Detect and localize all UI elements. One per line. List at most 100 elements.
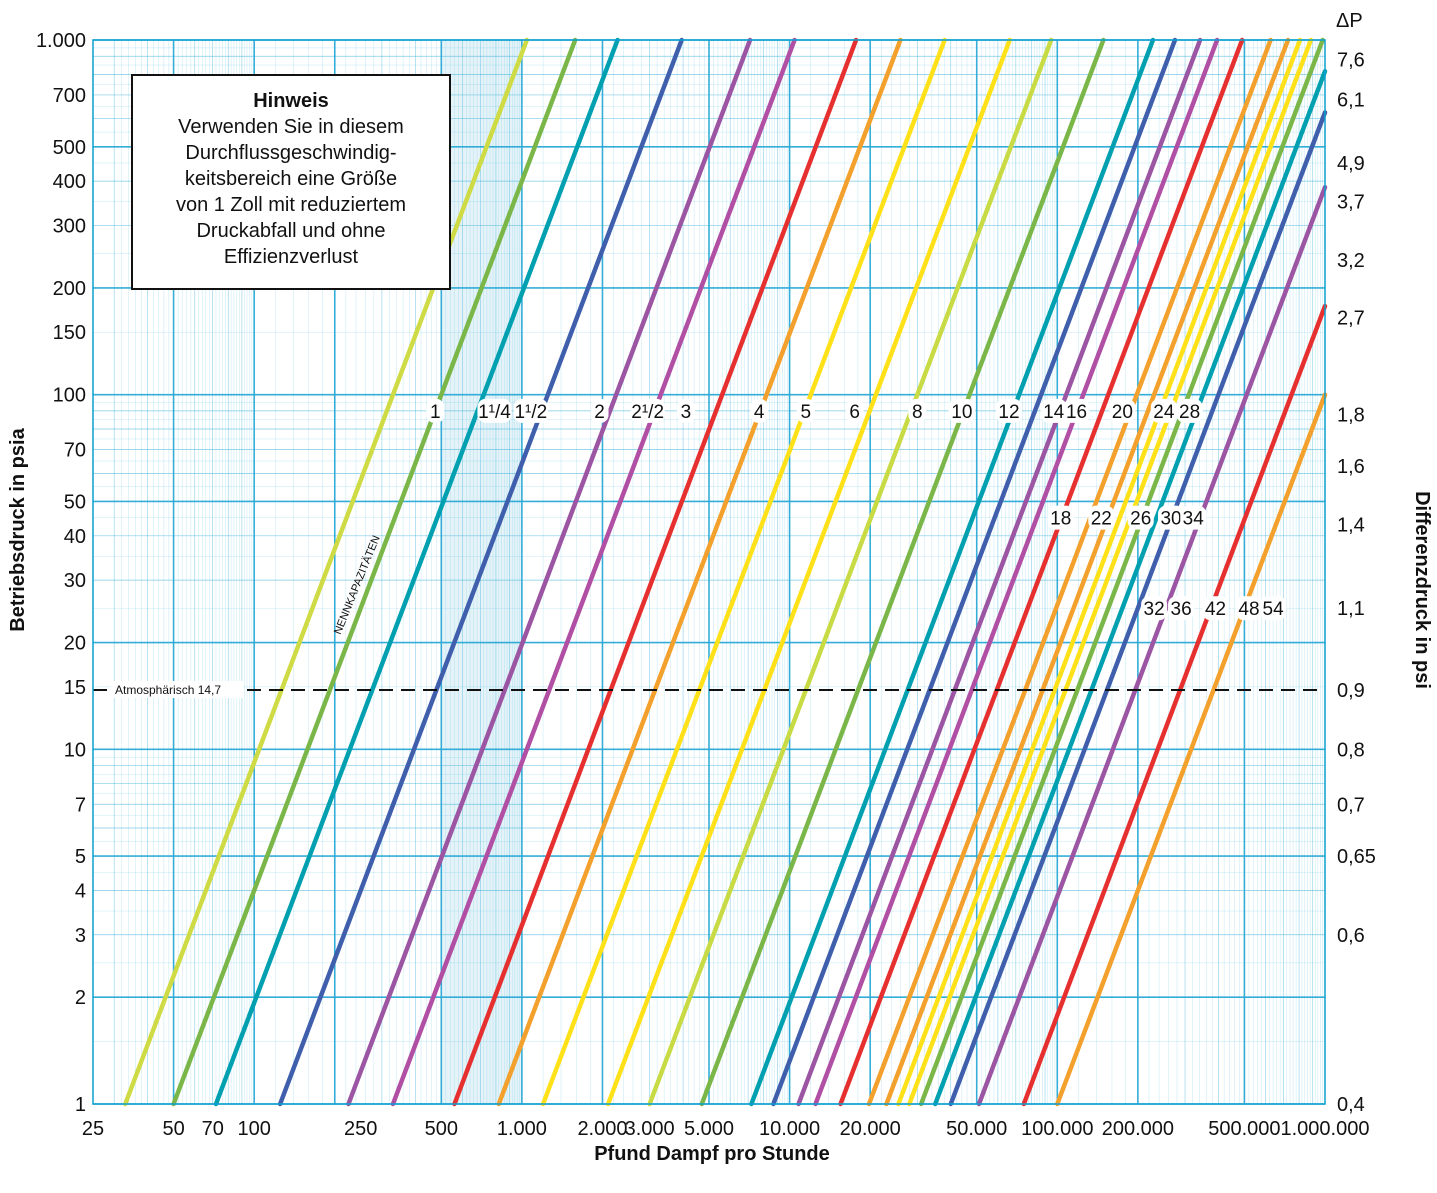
x-tick-label: 25	[82, 1118, 104, 1140]
y-tick-label: 1	[75, 1094, 86, 1116]
size-label-bg	[1260, 596, 1287, 621]
size-label-bg	[1063, 398, 1090, 423]
y2-tick-label: 0,6	[1337, 925, 1365, 947]
y2-tick-label: 3,7	[1337, 192, 1365, 214]
x-tick-label: 200.000	[1102, 1118, 1174, 1140]
note-line: keitsbereich eine Größe	[184, 168, 398, 190]
size-label: 2	[594, 402, 605, 423]
curve-size-42	[976, 184, 1328, 1107]
x-tick-label: 10.000	[759, 1118, 820, 1140]
note-line: Verwenden Sie in diesem	[178, 116, 404, 138]
curve-size-48	[1021, 303, 1328, 1107]
y-tick-label: 150	[53, 322, 86, 344]
curve-size-11/2	[213, 37, 620, 1107]
y2-tick-label: 4,9	[1337, 153, 1365, 175]
size-label-bg	[477, 398, 512, 423]
y-tick-label: 40	[64, 526, 86, 548]
size-label: 28	[1179, 402, 1200, 423]
x-tick-label: 1.000	[497, 1118, 547, 1140]
size-label-bg	[1127, 505, 1154, 530]
size-label-bg	[1235, 596, 1262, 621]
size-label: 16	[1066, 402, 1087, 423]
y-tick-label: 500	[53, 137, 86, 159]
size-label-bg	[630, 398, 665, 423]
size-label-bg	[1047, 505, 1074, 530]
x-tick-label: 50	[162, 1118, 184, 1140]
y-tick-label: 20	[64, 633, 86, 655]
curve-size-18	[796, 37, 1203, 1107]
size-label: 2¹/2	[631, 402, 664, 423]
x-tick-label: 500	[425, 1118, 458, 1140]
size-label: 1¹/2	[514, 402, 547, 423]
y2-tick-label: 0,7	[1337, 794, 1365, 816]
y-tick-label: 7	[75, 794, 86, 816]
y-tick-label: 700	[53, 85, 86, 107]
size-label-bg	[1040, 398, 1067, 423]
atmospheric-label-bg	[111, 680, 243, 698]
y2-axis-title: Differenzdruck in psi	[1411, 491, 1433, 689]
size-label-bg	[1202, 596, 1229, 621]
y2-tick-label: 1,4	[1337, 515, 1365, 537]
y-tick-label: 200	[53, 278, 86, 300]
size-label: 10	[951, 402, 972, 423]
curve-size-16	[771, 37, 1178, 1107]
size-label-bg	[590, 398, 609, 423]
curve-size-22	[838, 37, 1245, 1107]
size-label-bg	[1158, 505, 1185, 530]
size-label-bg	[796, 398, 815, 423]
size-label: 20	[1112, 402, 1133, 423]
x-tick-label: 5.000	[684, 1118, 734, 1140]
size-label: 22	[1091, 509, 1112, 530]
curve-size-32	[918, 37, 1325, 1107]
y2-tick-label: 0,4	[1337, 1094, 1365, 1116]
x-tick-label: 100	[237, 1118, 270, 1140]
curve-size-10	[647, 37, 1054, 1107]
atmospheric-label: Atmosphärisch 14,7	[115, 683, 221, 697]
y-tick-label: 10	[64, 739, 86, 761]
size-label-bg	[1180, 505, 1207, 530]
x-tick-label: 500.000	[1208, 1118, 1280, 1140]
y2-tick-label: 2,7	[1337, 308, 1365, 330]
y-tick-label: 30	[64, 570, 86, 592]
y2-tick-label: 7,6	[1337, 50, 1365, 72]
y2-tick-label: 6,1	[1337, 89, 1365, 111]
curve-size-54	[1055, 392, 1328, 1107]
curve-size-30	[907, 37, 1314, 1107]
note-title: Hinweis	[253, 90, 329, 112]
curve-size-12	[699, 37, 1106, 1107]
y2-tick-label: 1,6	[1337, 456, 1365, 478]
size-label: 34	[1183, 509, 1205, 530]
x-tick-label: 250	[344, 1118, 377, 1140]
curve-size-34	[932, 69, 1328, 1107]
curve-size-1	[123, 37, 530, 1107]
size-label-bg	[1088, 505, 1115, 530]
x-tick-label: 70	[202, 1118, 224, 1140]
x-tick-label: 1.000.000	[1281, 1118, 1370, 1140]
size-label: 54	[1263, 599, 1285, 620]
curve-size-20	[813, 37, 1220, 1107]
note-line: Druckabfall und ohne	[196, 220, 386, 242]
y-tick-label: 15	[64, 677, 86, 699]
y2-tick-label: 0,65	[1337, 846, 1376, 868]
size-label-bg	[1176, 398, 1203, 423]
y-axis-title: Betriebsdruck in psia	[7, 427, 29, 631]
curve-size-14	[749, 37, 1156, 1107]
size-label-bg	[1109, 398, 1136, 423]
size-label: 8	[912, 402, 923, 423]
size-label-bg	[676, 398, 695, 423]
curve-size-6	[540, 37, 947, 1107]
note-box: Hinweis Verwenden Sie in diesem Durchflu…	[131, 74, 451, 290]
size-label: 36	[1171, 599, 1192, 620]
curve-size-2	[277, 37, 684, 1107]
x-tick-label: 2.000	[577, 1118, 627, 1140]
size-label: 1	[430, 402, 441, 423]
x-tick-label: 20.000	[840, 1118, 901, 1140]
y2-tick-label: 0,9	[1337, 680, 1365, 702]
size-label-bg	[948, 398, 975, 423]
y-tick-label: 100	[53, 385, 86, 407]
size-label: 26	[1130, 509, 1151, 530]
size-label-bg	[426, 398, 445, 423]
size-label: 3	[681, 402, 692, 423]
y2-tick-label: 0,8	[1337, 739, 1365, 761]
note-line: Durchflussgeschwindig-	[185, 142, 397, 164]
